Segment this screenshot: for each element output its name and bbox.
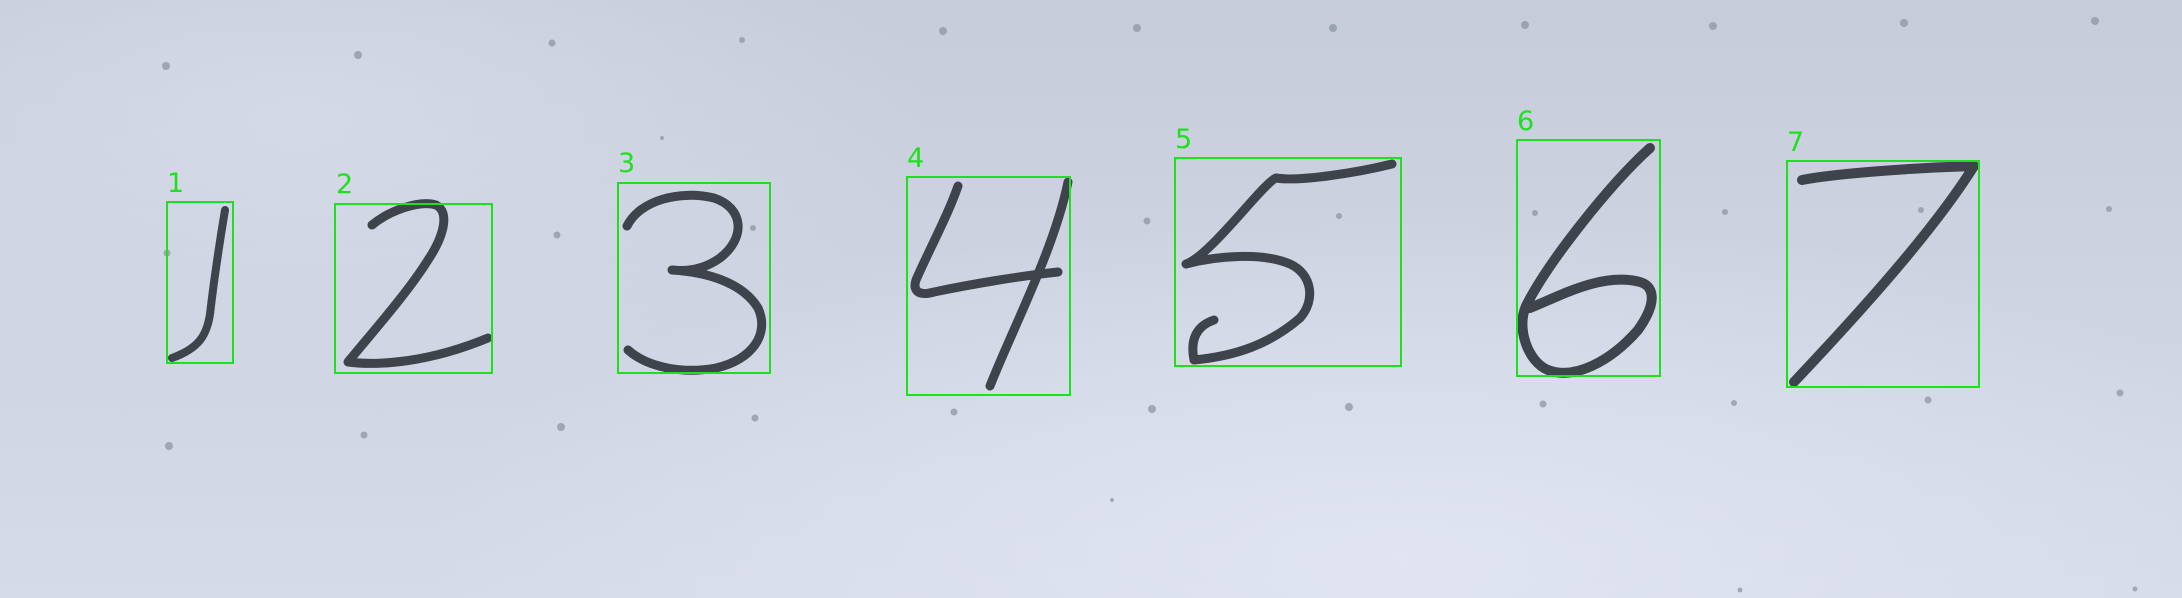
detection-box-1 — [166, 201, 234, 364]
detection-box-2 — [334, 203, 493, 374]
detection-label-5: 5 — [1175, 124, 1193, 155]
detection-label-2: 2 — [336, 169, 354, 200]
detection-box-7 — [1786, 160, 1980, 388]
detection-label-7: 7 — [1787, 127, 1805, 158]
detection-box-4 — [906, 176, 1071, 396]
detection-label-1: 1 — [167, 168, 185, 199]
detection-box-6 — [1516, 139, 1661, 377]
detection-label-6: 6 — [1517, 106, 1535, 137]
digit-4-stroke-b — [985, 177, 1073, 391]
detection-box-5 — [1174, 157, 1402, 367]
digit-5-stroke — [1181, 159, 1397, 365]
digit-6-stroke — [1517, 143, 1657, 378]
detection-label-4: 4 — [907, 143, 925, 174]
digit-7-stroke — [1789, 161, 1979, 387]
detection-box-3 — [617, 182, 771, 374]
detection-label-3: 3 — [618, 148, 636, 179]
digit-4-stroke-a — [910, 181, 1063, 298]
digit-3-stroke — [622, 190, 767, 375]
digit-1-stroke — [168, 206, 229, 362]
